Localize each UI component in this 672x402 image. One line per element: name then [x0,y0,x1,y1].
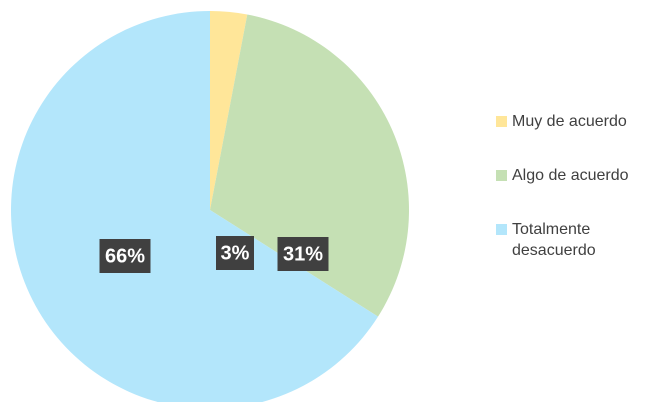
legend-swatch [496,116,507,127]
legend-item: Muy de acuerdo [496,111,672,132]
pie-slice [11,11,379,402]
data-label-box [277,237,329,271]
legend-label: Muy de acuerdo [512,113,627,130]
legend-item: Totalmente desacuerdo [496,219,672,261]
legend-label: Algo de acuerdo [512,167,629,184]
pie-slice [210,14,409,317]
data-label-box [216,236,254,270]
data-label: 3% [221,242,250,264]
data-label: 66% [105,245,145,267]
legend-swatch [496,224,507,235]
pie-slice [210,11,248,210]
legend-label: Totalmente desacuerdo [512,221,596,259]
data-label: 31% [283,243,323,265]
legend-swatch [496,170,507,181]
data-label-box [99,239,151,273]
legend-item: Algo de acuerdo [496,165,672,186]
